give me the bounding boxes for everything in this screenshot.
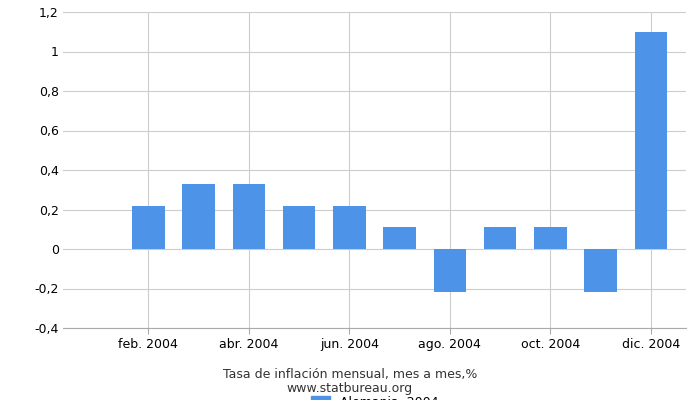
Bar xyxy=(384,227,416,249)
Bar xyxy=(333,206,365,249)
Bar xyxy=(182,184,215,249)
Bar xyxy=(232,184,265,249)
Text: www.statbureau.org: www.statbureau.org xyxy=(287,382,413,395)
Bar xyxy=(584,249,617,292)
Bar xyxy=(433,249,466,292)
Bar xyxy=(634,32,667,249)
Bar xyxy=(534,227,567,249)
Bar xyxy=(484,227,517,249)
Bar xyxy=(283,206,316,249)
Bar xyxy=(132,206,164,249)
Text: Tasa de inflación mensual, mes a mes,%: Tasa de inflación mensual, mes a mes,% xyxy=(223,368,477,381)
Legend: Alemania, 2004: Alemania, 2004 xyxy=(306,391,443,400)
